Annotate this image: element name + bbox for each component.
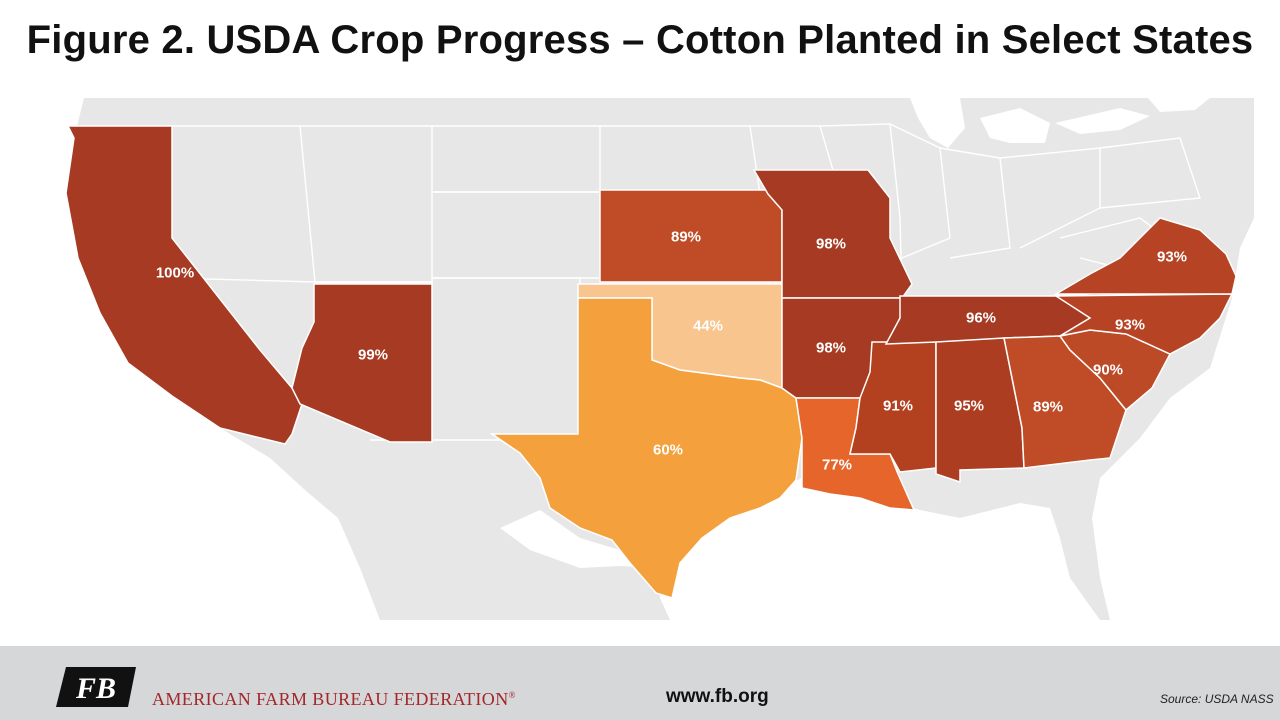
state-missouri bbox=[752, 169, 913, 299]
lake-ontario bbox=[1148, 98, 1210, 112]
org-name-text: AMERICAN FARM BUREAU FEDERATION bbox=[152, 689, 509, 709]
label-ga: 89% bbox=[1032, 398, 1064, 416]
highlighted-states bbox=[65, 125, 1237, 599]
state-arizona bbox=[291, 283, 433, 443]
state-california bbox=[65, 125, 303, 445]
afbf-logo: FB bbox=[56, 667, 136, 712]
lake-michigan bbox=[910, 98, 965, 148]
state-texas bbox=[489, 297, 803, 599]
label-la: 77% bbox=[821, 456, 853, 474]
state-virginia bbox=[1053, 217, 1237, 295]
map-canvas bbox=[60, 98, 1254, 620]
label-az: 99% bbox=[357, 346, 389, 364]
fb-logo-icon: FB bbox=[56, 667, 136, 707]
label-ar: 98% bbox=[815, 339, 847, 357]
label-tx: 60% bbox=[652, 441, 684, 459]
label-mo: 98% bbox=[815, 235, 847, 253]
pacific-ocean bbox=[60, 98, 380, 620]
org-name: AMERICAN FARM BUREAU FEDERATION® bbox=[152, 689, 516, 710]
label-sc: 90% bbox=[1092, 361, 1124, 379]
lake-huron bbox=[980, 108, 1050, 143]
label-va: 93% bbox=[1156, 248, 1188, 266]
page-title: Figure 2. USDA Crop Progress – Cotton Pl… bbox=[26, 18, 1254, 62]
us-map: 100% 99% 89% 44% 60% 98% 98% 77% 91% 95%… bbox=[60, 98, 1254, 620]
label-al: 95% bbox=[953, 397, 985, 415]
website-link[interactable]: www.fb.org bbox=[666, 686, 769, 707]
source-note: Source: USDA NASS bbox=[1160, 692, 1274, 706]
registered-mark: ® bbox=[508, 690, 516, 700]
lake-erie bbox=[1055, 108, 1150, 134]
label-ms: 91% bbox=[882, 397, 914, 415]
label-ks: 89% bbox=[670, 228, 702, 246]
label-tn: 96% bbox=[965, 309, 997, 327]
gulf-of-mexico bbox=[500, 478, 1100, 620]
footer-bar: FB AMERICAN FARM BUREAU FEDERATION® www.… bbox=[0, 646, 1280, 720]
label-nc: 93% bbox=[1114, 316, 1146, 334]
logo-text: FB bbox=[75, 672, 116, 705]
state-north-carolina bbox=[1053, 293, 1234, 355]
atlantic-ocean bbox=[1092, 218, 1254, 620]
label-ok: 44% bbox=[692, 317, 724, 335]
label-ca: 100% bbox=[155, 264, 195, 282]
